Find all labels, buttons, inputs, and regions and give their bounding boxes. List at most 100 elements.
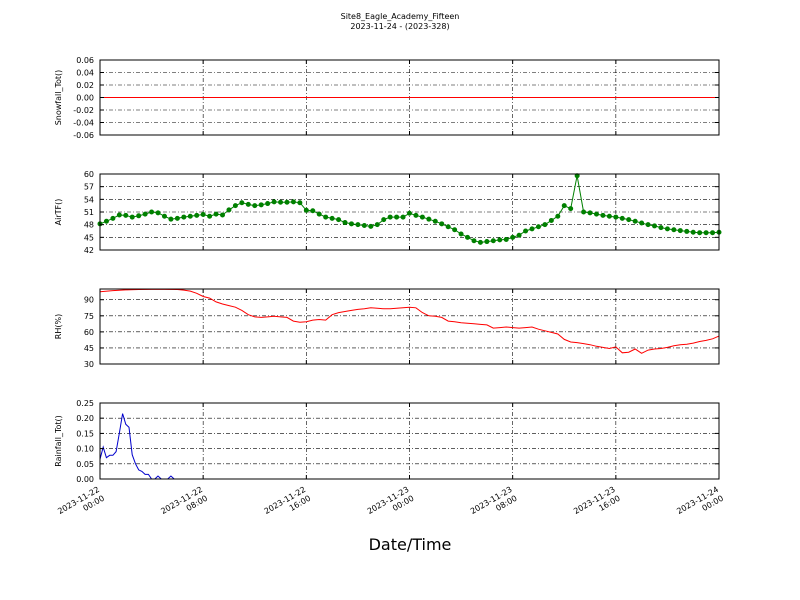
data-point: [503, 236, 509, 242]
data-point: [149, 209, 155, 215]
data-point: [703, 230, 709, 236]
data-point: [374, 222, 380, 228]
y-axis-label: Rainfall_Tot(): [54, 415, 63, 467]
data-point: [136, 213, 142, 219]
data-point: [342, 220, 348, 226]
data-point: [129, 214, 135, 220]
data-point: [368, 223, 374, 229]
data-point: [697, 230, 703, 236]
data-point: [465, 234, 471, 240]
x-tick-labels: 2023-11-2200:00 2023-11-2208:00 2023-11-22…: [56, 485, 725, 525]
air-temperature-panel: 42 45 48 51 54 57 60 AirTF(): [54, 170, 722, 255]
data-point: [664, 226, 670, 232]
data-point: [439, 221, 445, 227]
data-point: [581, 209, 587, 215]
data-point: [684, 228, 690, 234]
rainfall-panel: 0.00 0.05 0.10 0.15 0.20 0.25 Rainfall_Tot(): [54, 399, 720, 484]
data-point: [232, 203, 238, 209]
data-point: [336, 217, 342, 223]
data-point: [116, 212, 122, 218]
y-tick-label: 45: [84, 344, 94, 353]
series-line: [99, 288, 720, 354]
data-point: [187, 213, 193, 219]
data-point: [523, 228, 529, 234]
data-point: [316, 211, 322, 217]
y-tick-label: 0.25: [76, 399, 94, 408]
data-point: [419, 214, 425, 220]
data-point: [329, 215, 335, 221]
data-point: [168, 216, 174, 222]
data-point: [658, 225, 664, 231]
data-point: [677, 228, 683, 234]
y-tick-label: 0.04: [76, 69, 94, 78]
data-point: [290, 199, 296, 205]
data-point: [303, 207, 309, 213]
y-tick-label: 60: [84, 170, 94, 179]
x-tick-label: 2023-11-2316:00: [572, 485, 622, 525]
data-point: [516, 232, 522, 238]
x-tick-label: 2023-11-2400:00: [675, 485, 725, 525]
y-axis-label: Snowfall_Tot(): [54, 70, 63, 126]
data-point: [161, 213, 167, 219]
data-point: [213, 211, 219, 217]
data-point: [587, 210, 593, 216]
y-tick-label: 0.20: [76, 414, 94, 423]
data-point: [194, 212, 200, 218]
data-point: [239, 200, 245, 206]
y-tick-label: 0.00: [76, 94, 94, 103]
data-point: [413, 212, 419, 218]
data-point: [471, 238, 477, 244]
y-tick-label: 30: [84, 360, 94, 369]
data-point: [252, 203, 258, 209]
relative-humidity-panel: 30 45 60 75 90 RH(%): [54, 288, 720, 369]
data-point: [381, 217, 387, 223]
x-tick-label: 2023-11-2300:00: [366, 485, 416, 525]
data-point: [361, 223, 367, 229]
y-tick-label: 48: [84, 221, 94, 230]
x-axis-label: Date/Time: [369, 535, 452, 554]
x-tick-label: 2023-11-2208:00: [159, 485, 209, 525]
data-point: [613, 214, 619, 220]
data-point: [535, 224, 541, 230]
data-point: [348, 221, 354, 227]
data-point: [458, 231, 464, 237]
data-point: [284, 199, 290, 205]
data-point: [671, 227, 677, 233]
chart-title: Site8_Eagle_Academy_Fifteen: [341, 12, 460, 21]
data-point: [265, 201, 271, 207]
data-point: [645, 222, 651, 228]
data-point: [484, 239, 490, 245]
data-point: [432, 218, 438, 224]
data-point: [394, 214, 400, 220]
x-tick-label: 2023-11-2200:00: [56, 485, 106, 525]
y-tick-label: -0.06: [73, 131, 94, 140]
data-point: [529, 226, 535, 232]
data-point: [632, 218, 638, 224]
y-tick-label: 0.00: [76, 475, 94, 484]
data-point: [445, 224, 451, 230]
data-point: [103, 218, 109, 224]
y-tick-label: 54: [84, 195, 94, 204]
y-tick-label: 0.06: [76, 56, 94, 65]
data-point: [207, 213, 213, 219]
data-point: [155, 210, 161, 216]
y-axis-label: AirTF(): [54, 199, 63, 226]
data-point: [407, 210, 412, 216]
snowfall-panel: -0.06 -0.04 -0.02 0.00 0.02 0.04 0.06 Snowfall_…: [54, 56, 720, 140]
y-tick-label: 57: [84, 183, 94, 192]
data-point: [220, 212, 226, 218]
y-tick-label: 75: [84, 312, 94, 321]
data-point: [174, 215, 180, 221]
data-point: [600, 212, 606, 218]
data-point: [387, 214, 393, 220]
data-point: [606, 213, 612, 219]
data-point: [323, 214, 329, 220]
y-tick-label: 0.05: [76, 460, 94, 469]
data-point: [626, 217, 632, 223]
data-point: [297, 200, 303, 206]
y-tick-label: -0.04: [73, 119, 94, 128]
data-point: [639, 220, 645, 226]
chart-subtitle: 2023-11-24 - (2023-328): [350, 22, 449, 31]
data-point: [548, 217, 554, 223]
data-point: [477, 239, 483, 245]
